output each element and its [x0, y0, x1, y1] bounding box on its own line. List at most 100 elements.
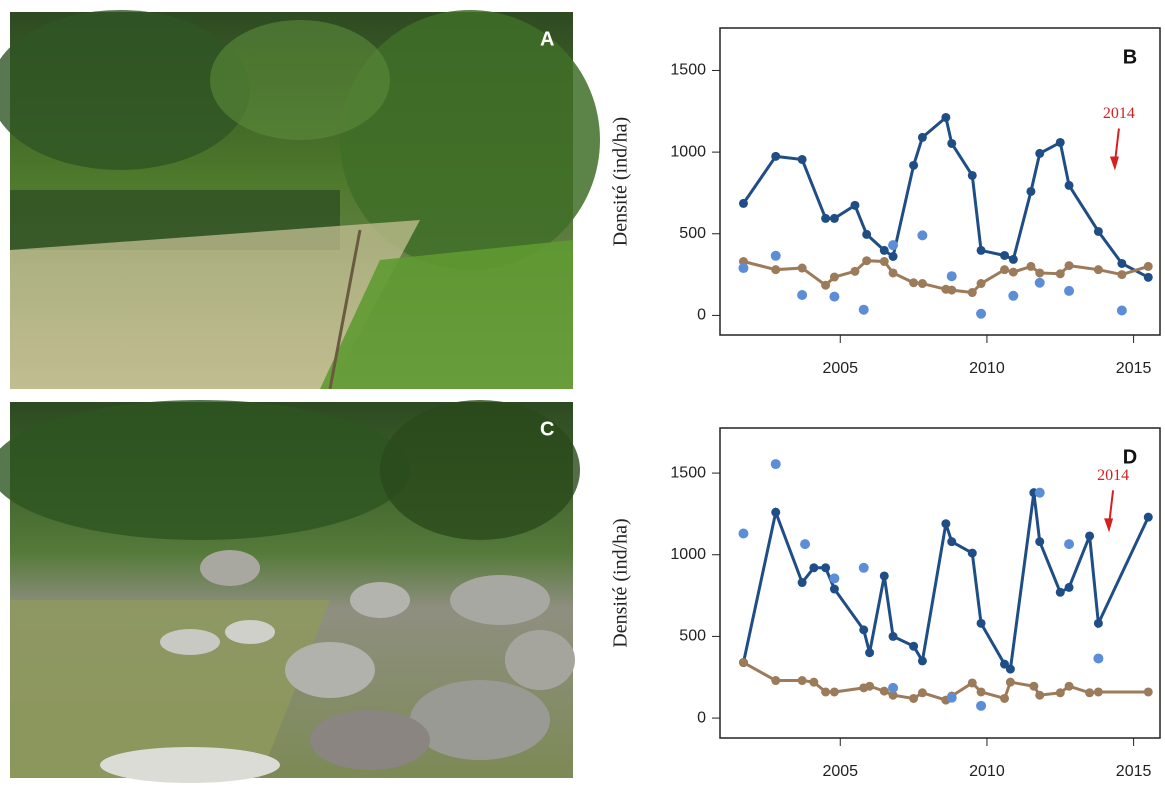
line-point: [1055, 587, 1065, 597]
line-point: [1035, 690, 1045, 700]
annotation: 2014: [1103, 105, 1135, 122]
line-point: [1143, 261, 1153, 271]
line-point: [941, 519, 951, 529]
line-point: [917, 279, 927, 289]
line-point: [1055, 269, 1065, 279]
line-point: [821, 563, 831, 573]
line-point: [829, 272, 839, 282]
line-point: [1064, 180, 1074, 190]
scatter-point: [1008, 290, 1019, 301]
line-point: [917, 688, 927, 698]
line-point: [1093, 687, 1103, 697]
line-point: [1085, 531, 1095, 541]
plot-frame: [719, 427, 1161, 739]
y-tick-label: 0: [697, 307, 706, 324]
scatter-point: [858, 304, 869, 315]
line-point: [1055, 688, 1065, 698]
line-point: [1093, 265, 1103, 275]
line-point: [1035, 148, 1045, 158]
scatter-point: [976, 700, 987, 711]
scatter-point: [976, 308, 987, 319]
line-point: [771, 507, 781, 517]
x-tick-label: 2005: [822, 763, 858, 780]
line-point: [947, 138, 957, 148]
line-point: [941, 112, 951, 122]
line-point: [909, 160, 919, 170]
x-tick-label: 2005: [822, 360, 858, 377]
line-point: [1029, 681, 1039, 691]
line-point: [1026, 186, 1036, 196]
panel-label: B: [1123, 46, 1137, 68]
y-tick-label: 1500: [670, 464, 706, 481]
photo-label: C: [540, 418, 554, 440]
line-point: [1026, 261, 1036, 271]
line-point: [976, 618, 986, 628]
line-point: [947, 285, 957, 295]
line-point: [1064, 681, 1074, 691]
line-point: [879, 245, 889, 255]
line-point: [809, 563, 819, 573]
line-point: [967, 288, 977, 298]
annotation-arrowhead: [1109, 156, 1119, 171]
y-tick-label: 500: [679, 628, 706, 645]
line-point: [1005, 664, 1015, 674]
line-point: [1143, 687, 1153, 697]
line-point: [1143, 272, 1153, 282]
line-point: [1085, 688, 1095, 698]
line-point: [821, 213, 831, 223]
scatter-point: [1064, 539, 1075, 550]
line-point: [1055, 137, 1065, 147]
x-tick-label: 2015: [1116, 360, 1152, 377]
line-point: [967, 548, 977, 558]
panel-label: D: [1123, 446, 1137, 468]
scatter-point: [738, 263, 749, 274]
x-tick-label: 2010: [969, 763, 1005, 780]
line-point: [738, 198, 748, 208]
line-point: [1035, 537, 1045, 547]
scatter-point: [800, 539, 811, 550]
x-tick-label: 2010: [969, 360, 1005, 377]
scatter-point: [738, 528, 749, 539]
line-point: [797, 578, 807, 588]
plot-frame: [719, 27, 1161, 336]
line-point: [947, 537, 957, 547]
line-point: [1143, 512, 1153, 522]
line-point: [967, 170, 977, 180]
line-point: [865, 648, 875, 658]
line-point: [797, 154, 807, 164]
line-point: [888, 631, 898, 641]
photo-a: [0, 10, 600, 390]
scatter-point: [946, 271, 957, 282]
scatter-point: [888, 682, 899, 693]
line-point: [879, 257, 889, 267]
scatter-point: [829, 291, 840, 302]
line-point: [797, 676, 807, 686]
line-point: [888, 690, 898, 700]
scatter-point: [797, 289, 808, 300]
scatter-point: [888, 240, 899, 251]
line-point: [1093, 618, 1103, 628]
line-point: [829, 687, 839, 697]
line-point: [909, 641, 919, 651]
scatter-point: [1064, 285, 1075, 296]
line-point: [850, 266, 860, 276]
line-point: [862, 229, 872, 239]
line-point: [797, 263, 807, 273]
y-tick-label: 1000: [670, 143, 706, 160]
scatter-point: [1093, 653, 1104, 664]
line-point: [917, 132, 927, 142]
line-point: [1008, 254, 1018, 264]
line-point: [888, 251, 898, 261]
line-point: [1093, 226, 1103, 236]
line-point: [879, 686, 889, 696]
y-tick-label: 500: [679, 225, 706, 242]
line-point: [859, 625, 869, 635]
line-point: [809, 677, 819, 687]
line-point: [771, 151, 781, 161]
line-point: [738, 658, 748, 668]
line-point: [879, 571, 889, 581]
line-point: [1064, 582, 1074, 592]
scatter-point: [1116, 305, 1127, 316]
scatter-point: [1034, 487, 1045, 498]
